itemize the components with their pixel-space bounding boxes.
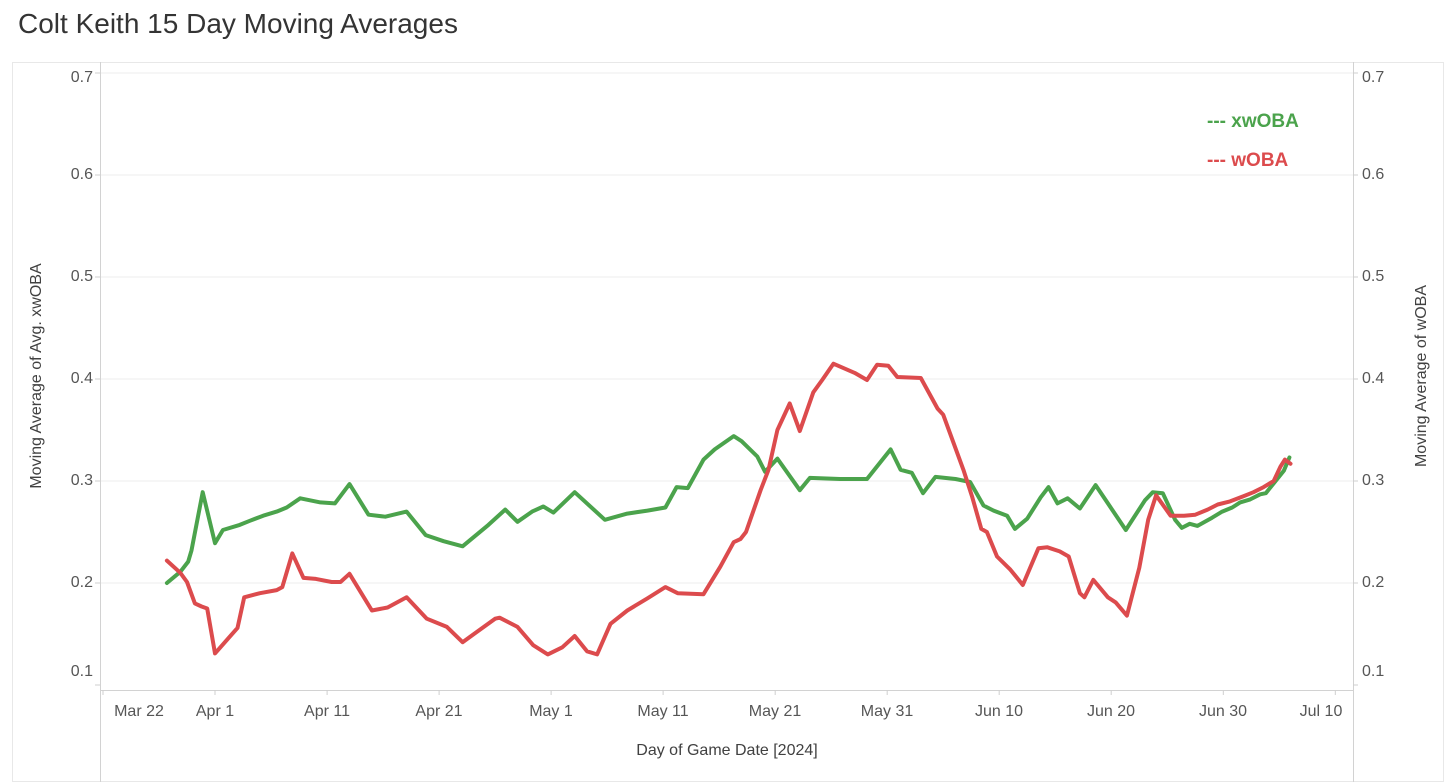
y-tick-label: 0.7 <box>1362 69 1385 86</box>
x-tick-label: May 1 <box>529 703 573 720</box>
outer-border <box>12 62 1444 782</box>
legend-item-woba[interactable]: --- wOBA <box>1207 150 1289 171</box>
x-tick-label: Jun 20 <box>1086 703 1136 720</box>
y-tick-label: 0.6 <box>1362 166 1385 183</box>
chart-title: Colt Keith 15 Day Moving Averages <box>18 8 458 39</box>
x-tick-label: Jun 30 <box>1198 703 1248 720</box>
y-tick-label: 0.3 <box>1362 472 1385 489</box>
y-axis-right-title: Moving Average of wOBA <box>1413 284 1430 468</box>
x-tick-label: Mar 22 <box>114 703 164 720</box>
x-tick-label: Apr 1 <box>195 703 235 720</box>
y-tick-label: 0.2 <box>1362 574 1385 591</box>
x-tick-label: May 31 <box>860 703 914 720</box>
x-tick-label: Jul 10 <box>1299 703 1343 720</box>
y-tick-label: 0.2 <box>70 574 93 591</box>
woba-line[interactable] <box>164 361 1293 657</box>
x-tick-label: May 21 <box>748 703 802 720</box>
y-tick-label: 0.6 <box>70 166 93 183</box>
y-tick-label: 0.5 <box>70 268 93 285</box>
y-tick-label: 0.5 <box>1362 268 1385 285</box>
x-tick-label: Apr 21 <box>415 703 463 720</box>
x-axis-title: Day of Game Date [2024] <box>636 742 818 759</box>
xwoba-line[interactable] <box>164 434 1292 585</box>
y-tick-label: 0.7 <box>70 69 93 86</box>
y-tick-label: 0.4 <box>1362 370 1385 387</box>
x-tick-label: Apr 11 <box>304 703 350 720</box>
x-tick-label: May 11 <box>637 703 689 720</box>
y-tick-label: 0.4 <box>70 370 93 387</box>
y-tick-label: 0.1 <box>70 663 93 680</box>
legend: --- xwOBA --- wOBA <box>1207 102 1299 180</box>
y-axis-left-title: Moving Average of Avg. xwOBA <box>28 263 45 489</box>
x-tick-label: Jun 10 <box>974 703 1024 720</box>
y-tick-label: 0.1 <box>1362 663 1385 680</box>
y-tick-label: 0.3 <box>70 472 93 489</box>
legend-item-xwoba[interactable]: --- xwOBA <box>1207 111 1299 132</box>
